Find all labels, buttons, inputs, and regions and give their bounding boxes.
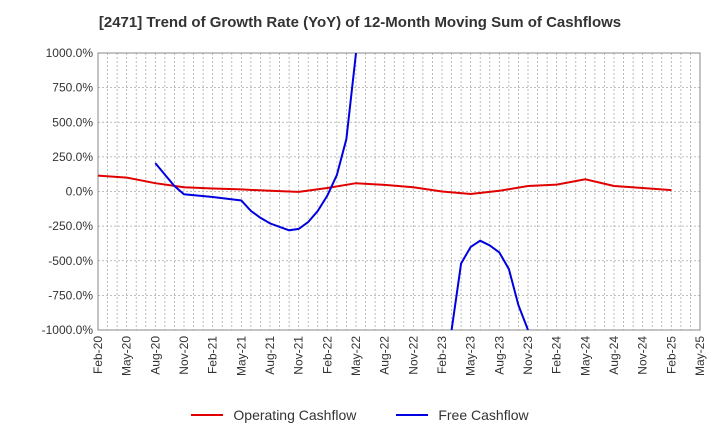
y-tick-label: 250.0% — [52, 150, 93, 164]
x-tick-label: Aug-23 — [492, 336, 506, 375]
series-line-free-cashflow — [154, 53, 357, 232]
x-tick-label: May-21 — [234, 336, 248, 376]
y-tick-label: -1000.0% — [42, 323, 94, 337]
x-tick-label: Feb-22 — [320, 336, 334, 374]
legend-label-free-cashflow: Free Cashflow — [438, 407, 529, 423]
chart-title: [2471] Trend of Growth Rate (YoY) of 12-… — [98, 14, 622, 31]
x-tick-label: May-25 — [693, 336, 707, 376]
x-tick-label: May-20 — [120, 336, 134, 376]
x-tick-label: Aug-22 — [378, 336, 392, 375]
series-line-operating-cashflow — [98, 174, 672, 196]
legend: Operating Cashflow Free Cashflow — [0, 404, 720, 426]
x-tick-label: Nov-21 — [292, 336, 306, 375]
x-tick-label: Feb-23 — [435, 336, 449, 374]
legend-swatch-free-cashflow — [396, 414, 429, 416]
legend-swatch-operating-cashflow — [191, 414, 224, 416]
x-tick-label: Nov-20 — [177, 336, 191, 375]
x-tick-label: May-24 — [578, 336, 592, 376]
x-tick-label: Feb-21 — [206, 336, 220, 374]
series-line-free-cashflow — [450, 239, 529, 330]
x-tick-label: May-22 — [349, 336, 363, 376]
y-tick-label: -250.0% — [48, 219, 93, 233]
legend-item-free-cashflow: Free Cashflow — [396, 407, 529, 423]
grid-layer — [97, 52, 701, 331]
axis-layer: 1000.0% 750.0% 500.0% 250.0% 0.0% -250.0% -500… — [42, 46, 707, 376]
y-tick-label: 0.0% — [66, 185, 94, 199]
x-tick-label: Aug-24 — [607, 336, 621, 375]
legend-item-operating-cashflow: Operating Cashflow — [191, 407, 356, 423]
x-tick-label: Aug-20 — [148, 336, 162, 375]
x-tick-label: Nov-24 — [636, 336, 650, 375]
x-tick-label: Nov-23 — [521, 336, 535, 375]
plot-frame — [97, 52, 701, 331]
y-tick-label: 500.0% — [52, 115, 93, 129]
x-tick-label: Aug-21 — [263, 336, 277, 375]
x-tick-label: Feb-25 — [664, 336, 678, 374]
legend-label-operating-cashflow: Operating Cashflow — [233, 407, 357, 423]
x-tick-label: Feb-24 — [550, 336, 564, 374]
y-tick-label: -500.0% — [48, 254, 93, 268]
y-tick-label: 750.0% — [52, 81, 93, 95]
y-tick-label: -750.0% — [48, 288, 93, 302]
x-tick-label: Nov-22 — [406, 336, 420, 375]
series-layer — [98, 53, 672, 330]
x-tick-label: Feb-20 — [91, 336, 105, 374]
y-tick-label: 1000.0% — [46, 46, 94, 60]
x-tick-label: May-23 — [464, 336, 478, 376]
